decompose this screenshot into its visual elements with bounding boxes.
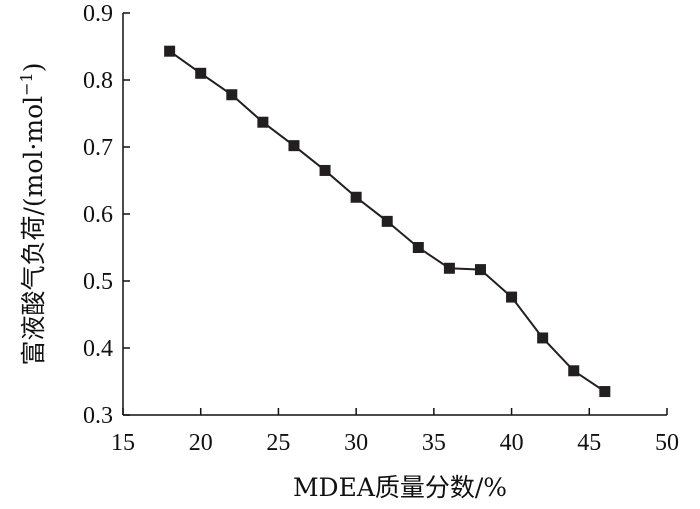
y-ticks: 0.3 0.4 0.5 0.6 0.7 0.8 0.9 [83,1,130,429]
y-tick-label: 0.6 [83,202,113,228]
data-point [537,332,549,344]
y-axis-title-main: 富液酸气负荷/(mol·mol [19,96,48,366]
data-point [226,89,238,101]
y-axis-title: 富液酸气负荷/(mol·mol−1) [17,63,48,366]
data-point [412,242,424,253]
y-tick-label: 0.4 [83,336,113,362]
y-tick-label: 0.9 [83,1,113,27]
data-point [568,365,580,377]
x-axis-title: MDEA质量分数/% [293,473,507,502]
data-point [381,215,393,227]
y-tick-label: 0.8 [83,68,113,94]
data-point [195,67,207,79]
x-tick-label: 30 [344,430,368,456]
y-axis-title-sup: −1 [17,72,36,96]
y-axis-title-close: ) [19,63,48,73]
x-tick-label: 20 [189,430,213,456]
data-point [350,191,362,203]
y-tick-label: 0.5 [83,269,113,295]
data-point [164,45,176,57]
data-point [474,264,486,276]
data-point [506,291,518,303]
data-point [599,386,611,398]
data-point [257,116,269,128]
data-point [319,164,331,176]
x-tick-label: 50 [655,430,679,456]
x-tick-label: 40 [500,430,524,456]
y-tick-label: 0.7 [83,135,113,161]
x-tick-label: 15 [111,430,135,456]
data-point [443,262,455,274]
series-layer [164,45,611,398]
x-tick-label: 45 [577,430,601,456]
x-tick-label: 25 [266,430,290,456]
x-tick-label: 35 [422,430,446,456]
y-tick-label: 0.3 [83,403,113,429]
x-ticks: 15 20 25 30 35 40 45 50 [111,408,679,456]
data-point [288,140,300,152]
